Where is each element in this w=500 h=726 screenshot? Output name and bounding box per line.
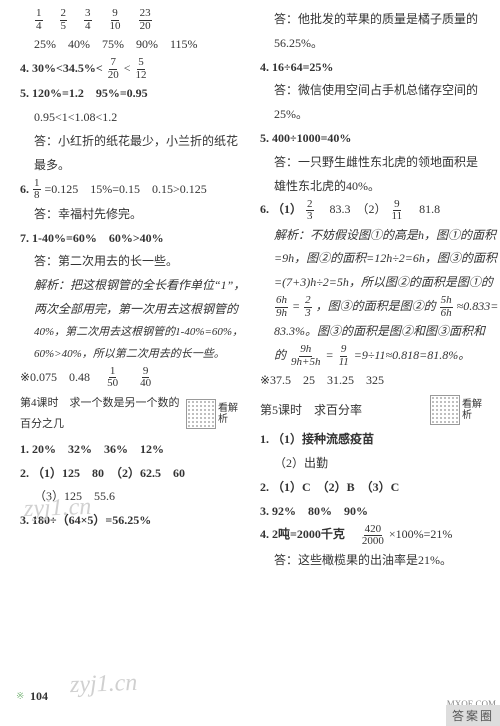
frac: 940 [139, 366, 152, 390]
item-6: 6. 18 =0.125 15%=0.15 0.15>0.125 [20, 178, 240, 202]
item-1: 1. 20% 32% 36% 12% [20, 438, 240, 461]
answer-line: 答：第二次用去的长一些。 [20, 250, 240, 273]
frac: 6h9h [275, 295, 288, 319]
lesson-title: 第5课时 求百分率 [260, 399, 428, 422]
answer-line: 答：微信使用空间占手机总储存空间的 [260, 79, 484, 102]
text-line: （2）出勤 [260, 452, 484, 475]
analysis-line: 两次全部用完，第一次用去这根钢管的 [20, 298, 240, 321]
analysis-line: 解析：把这根钢管的全长看作单位“1”， [20, 274, 240, 297]
analysis-line: 解析：不妨假设图①的高是h，图①的面积 [260, 224, 484, 247]
answer-line: 最多。 [20, 154, 240, 177]
item-7: 7. 1-40%=60% 60%>40% [20, 227, 240, 250]
qr-label: 看解析 [218, 403, 240, 425]
frac: 2320 [139, 8, 152, 32]
star-item: ※37.5 25 31.25 325 [260, 369, 484, 392]
lesson-header-5: 第5课时 求百分率 看解析 [260, 395, 484, 425]
frac: 512 [134, 57, 147, 81]
frac: 23 [304, 295, 312, 319]
item-1: 1. （1）接种流感疫苗 [260, 428, 484, 451]
answer-line: 答：幸福村先修完。 [20, 203, 240, 226]
qr-label: 看解析 [462, 399, 484, 421]
frac: 910 [109, 8, 122, 32]
frac: 14 [35, 8, 43, 32]
frac: 150 [106, 366, 119, 390]
analysis-line: 的 9h9h+5h = 911 =9÷11≈0.818=81.8%。 [260, 344, 484, 368]
answer-line: 雄性东北虎的40%。 [260, 175, 484, 198]
item-5: 5. 120%=1.2 95%=0.95 [20, 82, 240, 105]
answer-line: 25%。 [260, 103, 484, 126]
frac: 911 [338, 344, 350, 368]
item-5: 5. 400÷1000=40% [260, 127, 484, 150]
lesson-title: 第4课时 求一个数是另一个数的百分之几 [20, 393, 184, 435]
qr-icon [186, 399, 216, 429]
percent-row: 25% 40% 75% 90% 115% [20, 33, 240, 56]
frac: 23 [306, 199, 314, 223]
item-3: 3. 180÷（64×5）=56.25% [20, 509, 240, 532]
frac: 911 [391, 199, 404, 223]
frac: 720 [107, 57, 120, 81]
item-2: 2. （1）125 80 （2）62.5 60 [20, 462, 240, 485]
frac: 4202000 [361, 524, 385, 548]
answer-line: 56.25%。 [260, 32, 484, 55]
page-decoration: ※ [16, 691, 24, 702]
frac: 9h9h+5h [290, 344, 321, 368]
item-4: 4. 2吨=2000千克 4202000 ×100%=21% [260, 523, 484, 547]
item-4: 4. 30%<34.5%< 720 < 512 [20, 57, 240, 81]
item-4: 4. 16÷64=25% [260, 56, 484, 79]
analysis-line: =(7+3)h÷2=5h，所以图②的面积是图①的 [260, 271, 484, 294]
text-line: （3）125 55.6 [20, 485, 240, 508]
analysis-line: 6h9h = 23 ，图③的面积是图②的 5h6h ≈0.833= [260, 295, 484, 319]
fraction-row: 14 25 34 910 2320 [20, 8, 240, 32]
item-3: 3. 92% 80% 90% [260, 500, 484, 523]
frac: 25 [60, 8, 68, 32]
item-2: 2. （1）C （2）B （3）C [260, 476, 484, 499]
analysis-line: =9h，图②的面积=12h÷2=6h，图③的面积 [260, 247, 484, 270]
frac: 18 [33, 178, 41, 202]
analysis-line: 40%，第二次用去这根钢管的1-40%=60%， [20, 322, 240, 343]
answer-line: 答：一只野生雌性东北虎的领地面积是 [260, 151, 484, 174]
brand-label: 答案圈 [446, 705, 500, 726]
analysis-line: 60%>40%，所以第二次用去的长一些。 [20, 344, 240, 365]
star-item: ※0.075 0.48 150 940 [20, 366, 240, 390]
item-6: 6. （1） 23 83.3 （2） 911 81.8 [260, 198, 484, 222]
frac: 34 [84, 8, 92, 32]
answer-line: 答：小红折的纸花最少，小兰折的纸花 [20, 130, 240, 153]
lesson-header-4: 第4课时 求一个数是另一个数的百分之几 看解析 [20, 393, 240, 435]
frac: 5h6h [440, 295, 453, 319]
qr-icon [430, 395, 460, 425]
answer-line: 答：这些橄榄果的出油率是21%。 [260, 549, 484, 572]
text-line: 0.95<1<1.08<1.2 [20, 106, 240, 129]
analysis-line: 83.3%。图③的面积是图②和图③面积和 [260, 320, 484, 343]
page-number: 104 [30, 689, 48, 704]
answer-line: 答：他批发的苹果的质量是橘子质量的 [260, 8, 484, 31]
